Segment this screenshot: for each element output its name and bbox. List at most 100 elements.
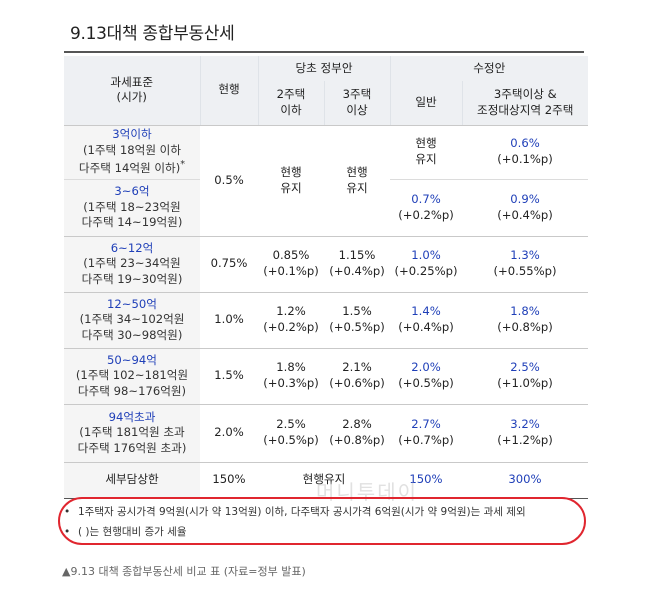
header-multi-house: 3주택이상 & 조정대상지역 2주택: [461, 81, 588, 126]
notes: • 1주택자 공시가격 9억원(시가 약 13억원) 이하, 다주택자 공시가격 …: [64, 502, 584, 542]
cell-current: 1.5%: [200, 348, 258, 405]
range-label: 3억이하: [112, 127, 152, 142]
cell-rate: 2.5%: [510, 360, 540, 375]
cell-multi: 0.9% (+0.4%p): [462, 179, 588, 237]
range-desc: (1주택 18억원 이하 다주택 14억원 이하): [78, 142, 182, 176]
cell-increase: (+0.8%p): [497, 320, 553, 334]
cell-multi: 3.2% (+1.2%p): [462, 404, 588, 463]
range-label: 3~6억: [114, 184, 150, 199]
cell-increase: (+0.5%p): [329, 320, 385, 334]
cell-general: 2.7% (+0.7%p): [390, 404, 462, 463]
range-label: 50~94억: [107, 352, 157, 367]
header-tax-base: 과세표준 (시가): [64, 56, 200, 126]
table-row-range: 12~50억 (1주택 34~102억원 다주택 30~98억원): [64, 292, 200, 349]
cell-increase: (+0.5%p): [263, 433, 319, 447]
cell-gov-two: 2.5% (+0.5%p): [258, 404, 324, 463]
cell-general-increase: (+0.2%p): [398, 207, 454, 222]
header-current: 현행: [199, 56, 258, 126]
cell-gov-two: 1.8% (+0.3%p): [258, 348, 324, 405]
header-general: 일반: [389, 81, 462, 126]
cell-general: 2.0% (+0.5%p): [390, 348, 462, 405]
header-two-house-below: 2주택 이하: [257, 81, 324, 126]
cell-current: 1.0%: [200, 292, 258, 349]
cell-rate: 2.8%: [342, 417, 372, 432]
cell-increase: (+1.2%p): [497, 433, 553, 447]
header-tax-base-label: 과세표준: [110, 74, 154, 89]
cell-rate: 1.15%: [338, 248, 376, 263]
range-desc: (1주택 181억원 초과 다주택 176억원 초과): [77, 425, 187, 455]
cell-rate: 1.8%: [510, 304, 540, 319]
header-gov-plan: 당초 정부안: [257, 56, 390, 81]
cell-increase: (+0.8%p): [329, 433, 385, 447]
table-row-range: 3~6억 (1주택 18~23억원 다주택 14~19억원): [64, 179, 200, 237]
cell-current: 2.0%: [200, 404, 258, 463]
burden-multi: 300%: [462, 462, 588, 499]
cell-current: 0.75%: [200, 236, 258, 293]
cell-multi-increase: (+0.1%p): [497, 152, 553, 166]
cell-current: 0.5%: [200, 125, 258, 237]
cell-increase: (+0.7%p): [398, 433, 454, 447]
header-tax-base-sub: (시가): [116, 90, 147, 105]
header-three-house-above: 3주택 이상: [323, 81, 390, 126]
cell-general: 1.0% (+0.25%p): [390, 236, 462, 293]
range-desc: (1주택 34~102억원 다주택 30~98억원): [79, 312, 185, 342]
range-label: 6~12억: [110, 240, 154, 255]
note-text: 1주택자 공시가격 9억원(시가 약 13억원) 이하, 다주택자 공시가격 6…: [78, 506, 526, 518]
cell-rate: 1.2%: [276, 304, 306, 319]
cell-gov-two: 현행 유지: [258, 125, 324, 237]
cell-multi: 0.6% (+0.1%p): [462, 125, 588, 180]
cell-increase: (+0.6%p): [329, 376, 385, 390]
table-row-range: 94억초과 (1주택 181억원 초과 다주택 176억원 초과): [64, 404, 200, 463]
cell-increase: (+0.5%p): [398, 376, 454, 390]
cell-gov-two: 0.85% (+0.1%p): [258, 236, 324, 293]
cell-multi: 1.8% (+0.8%p): [462, 292, 588, 349]
table-row-range: 3억이하 (1주택 18억원 이하 다주택 14억원 이하)*: [64, 125, 200, 180]
table-row-range: 50~94억 (1주택 102~181억원 다주택 98~176억원): [64, 348, 200, 405]
watermark: 머니투데이: [316, 480, 418, 504]
title-divider: [64, 51, 584, 53]
cell-rate: 2.5%: [276, 417, 306, 432]
cell-multi: 2.5% (+1.0%p): [462, 348, 588, 405]
cell-increase: (+0.55%p): [493, 264, 557, 278]
cell-rate: 1.8%: [276, 360, 306, 375]
cell-increase: (+0.25%p): [394, 264, 458, 278]
cell-gov-three: 2.1% (+0.6%p): [324, 348, 390, 405]
cell-multi-rate: 0.6%: [510, 136, 540, 151]
cell-increase: (+0.4%p): [329, 264, 385, 278]
cell-rate: 1.0%: [411, 248, 441, 263]
cell-rate: 1.5%: [342, 304, 372, 319]
cell-rate: 2.7%: [411, 417, 441, 432]
highlight-oval: [58, 497, 586, 545]
cell-general: 1.4% (+0.4%p): [390, 292, 462, 349]
footnote-mark: *: [180, 159, 186, 171]
cell-gov-three: 현행 유지: [324, 125, 390, 237]
range-desc: (1주택 102~181억원 다주택 98~176억원): [75, 368, 189, 398]
header-revised: 수정안: [389, 56, 588, 81]
cell-gov-three: 1.15% (+0.4%p): [324, 236, 390, 293]
burden-current: 150%: [200, 462, 258, 499]
cell-multi-rate: 0.9%: [510, 191, 540, 206]
range-desc: (1주택 23~34억원 다주택 19~30억원): [81, 256, 183, 286]
cell-rate: 3.2%: [510, 417, 540, 432]
cell-general-rate: 0.7%: [411, 191, 441, 206]
cell-gov-three: 2.8% (+0.8%p): [324, 404, 390, 463]
cell-general: 현행 유지: [390, 125, 462, 180]
tax-comparison-table: 과세표준 (시가) 현행 당초 정부안 수정안 2주택 이하 3주택 이상 일반…: [64, 56, 588, 499]
cell-increase: (+1.0%p): [497, 376, 553, 390]
cell-rate: 1.4%: [411, 304, 441, 319]
cell-rate: 2.1%: [342, 360, 372, 375]
range-label: 94억초과: [108, 409, 156, 424]
burden-gov: 현행유지: [258, 462, 390, 499]
cell-general: 0.7% (+0.2%p): [390, 179, 462, 237]
cell-multi: 1.3% (+0.55%p): [462, 236, 588, 293]
note-text: ( )는 현행대비 증가 세율: [78, 526, 187, 538]
cell-increase: (+0.3%p): [263, 376, 319, 390]
table-row-range: 6~12억 (1주택 23~34억원 다주택 19~30억원): [64, 236, 200, 293]
burden-cap-label: 세부담상한: [64, 462, 200, 499]
cell-gov-two: 1.2% (+0.2%p): [258, 292, 324, 349]
cell-rate: 0.85%: [272, 248, 310, 263]
cell-multi-increase: (+0.4%p): [497, 207, 553, 222]
cell-gov-three: 1.5% (+0.5%p): [324, 292, 390, 349]
figure-caption: ▲9.13 대책 종합부동산세 비교 표 (자료=정부 발표): [62, 565, 306, 578]
range-label: 12~50억: [107, 296, 157, 311]
